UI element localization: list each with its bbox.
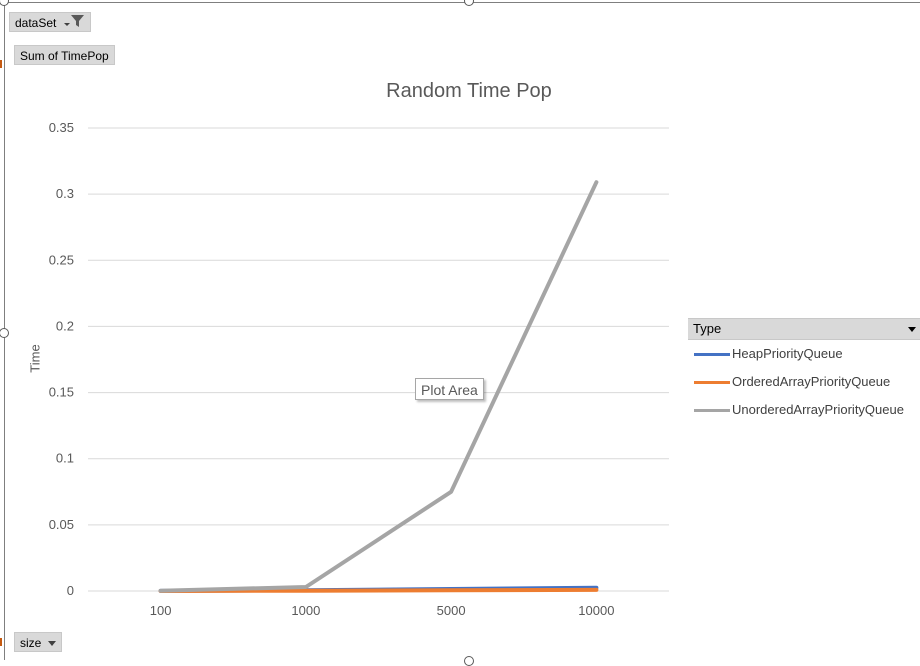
- x-tick-label: 5000: [437, 603, 466, 618]
- legend-swatch: [694, 409, 730, 413]
- y-tick-label: 0.15: [49, 385, 74, 400]
- y-tick-label: 0.1: [56, 451, 74, 466]
- y-tick-label: 0: [67, 583, 74, 598]
- value-field-label: Sum of TimePop: [20, 49, 109, 63]
- edge-marker: [0, 60, 2, 68]
- legend-item-ordered[interactable]: OrderedArrayPriorityQueue: [694, 373, 890, 391]
- y-tick-label: 0.05: [49, 517, 74, 532]
- type-field-label: Type: [693, 321, 722, 336]
- legend-swatch: [694, 381, 730, 385]
- x-tick-label: 1000: [291, 603, 320, 618]
- y-tick-label: 0.35: [49, 120, 74, 135]
- y-tick-label: 0.2: [56, 318, 74, 333]
- y-tick-label: 0.25: [49, 252, 74, 267]
- x-tick-label: 100: [150, 603, 172, 618]
- series-line-unorderedarraypriorityqueue[interactable]: [158, 180, 599, 593]
- axis-field-button[interactable]: size: [14, 632, 62, 652]
- value-field-button[interactable]: Sum of TimePop: [14, 45, 115, 65]
- resize-handle-left[interactable]: [0, 328, 9, 338]
- axis-field-label: size: [20, 636, 42, 650]
- dataset-filter-label: dataSet: [15, 16, 57, 30]
- resize-handle-top[interactable]: [464, 0, 474, 6]
- chart-title: Random Time Pop: [386, 80, 552, 102]
- plot-area-tooltip: Plot Area: [415, 378, 484, 400]
- chart-border-top: [4, 2, 920, 3]
- legend-label: UnorderedArrayPriorityQueue: [732, 402, 904, 417]
- dataset-filter-button[interactable]: dataSet: [9, 12, 91, 32]
- edge-marker: [0, 638, 2, 646]
- chevron-down-icon: [47, 641, 56, 647]
- legend-item-heap[interactable]: HeapPriorityQueue: [694, 345, 843, 363]
- x-tick-label: 10000: [578, 603, 614, 618]
- series-lines: [158, 180, 599, 593]
- resize-handle-top-left[interactable]: [0, 0, 9, 6]
- x-tick-labels: 100 1000 5000 10000: [150, 603, 615, 618]
- filter-icon: [63, 14, 85, 34]
- gridlines: [88, 127, 669, 592]
- legend-swatch: [694, 353, 730, 357]
- chevron-down-icon: [908, 327, 916, 332]
- legend-label: HeapPriorityQueue: [732, 346, 843, 361]
- legend-label: OrderedArrayPriorityQueue: [732, 374, 891, 389]
- y-tick-label: 0.3: [56, 186, 74, 201]
- y-tick-labels: 0 0.05 0.1 0.15 0.2 0.25 0.3 0.35: [49, 120, 74, 598]
- legend-item-unordered[interactable]: UnorderedArrayPriorityQueue: [694, 401, 904, 419]
- type-field-button[interactable]: Type: [688, 318, 920, 340]
